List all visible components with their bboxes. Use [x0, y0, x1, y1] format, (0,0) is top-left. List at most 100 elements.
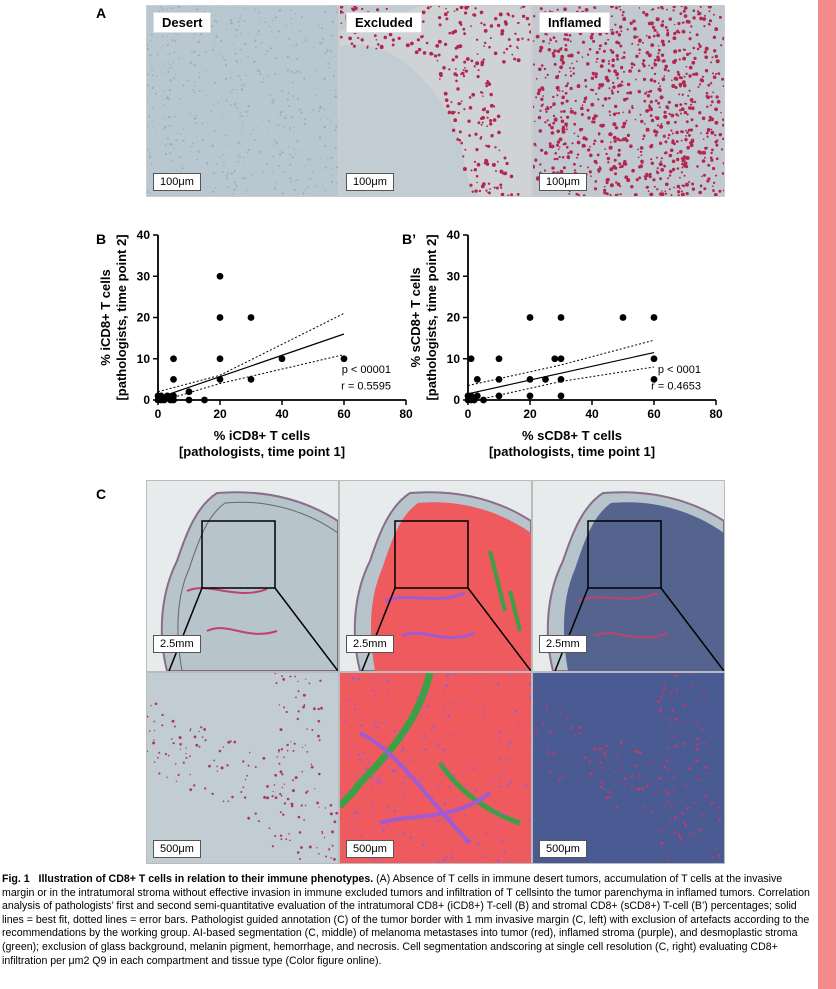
- micro-label-inflamed: Inflamed: [539, 12, 611, 33]
- chart-b-axes: [153, 234, 407, 405]
- chart-b-prime-point-4: [467, 355, 475, 363]
- chart-b-prime-ytick-3: 30: [447, 269, 461, 283]
- chart-b-point-19: [247, 314, 255, 321]
- caption-title: Illustration of CD8+ T cells in relation…: [38, 873, 374, 885]
- panel-letter-a: A: [96, 5, 107, 21]
- chart-b-point-17: [216, 272, 224, 280]
- chart-b-xlabel: % iCD8+ T cells: [214, 428, 310, 443]
- scale-bar-zoom-right: 500μm: [539, 840, 587, 858]
- chart-b-ci-lower: [157, 354, 345, 403]
- chart-b-xtick-1: 20: [213, 407, 227, 421]
- chart-b-xlabel2: [pathologists, time point 1]: [179, 444, 345, 459]
- chart-b-point-9: [170, 375, 177, 383]
- chart-b-prime-xlabel2: [pathologists, time point 1]: [489, 444, 655, 459]
- chart-b-prime-stat-p: p < 0001: [658, 364, 701, 376]
- chart-b-ylabel2: [pathologists, time point 2]: [114, 234, 129, 400]
- caption-body: (A) Absence of T cells in immune desert …: [2, 873, 810, 967]
- chart-b-point-16: [216, 314, 224, 321]
- zoom-middle: 500μm: [339, 672, 532, 864]
- scale-bar-desert: 100μm: [153, 173, 201, 191]
- desert-tissue-image: [147, 6, 338, 196]
- chart-b-prime-point-19: [557, 355, 565, 363]
- page-edge-bar: [818, 0, 836, 989]
- overview-middle: 2.5mm: [339, 480, 532, 672]
- overview-right: 2.5mm: [532, 480, 725, 672]
- chart-b-point-15: [216, 355, 224, 363]
- chart-b-ci-upper: [157, 312, 345, 393]
- chart-b-prime-point-12: [526, 392, 534, 400]
- chart-b-prime-point-23: [650, 355, 658, 363]
- panel-letter-b-prime: B’: [402, 231, 416, 247]
- chart-b-xtick-3: 60: [337, 407, 351, 421]
- chart-b-prime-point-17: [557, 392, 565, 400]
- chart-b-prime-stat-r: r = 0.4653: [651, 381, 701, 393]
- chart-b-prime-xtick-2: 40: [585, 407, 599, 421]
- chart-b-prime-ytick-1: 10: [447, 352, 461, 366]
- zoom-right: 500μm: [532, 672, 725, 864]
- panel-letter-b: B: [96, 231, 107, 247]
- chart-b-stat-r: r = 0.5595: [341, 381, 391, 393]
- micro-desert: Desert 100μm: [146, 5, 339, 197]
- scale-bar-zoom-left: 500μm: [153, 840, 201, 858]
- chart-b-prime-point-16: [551, 355, 559, 363]
- chart-b-point-13: [201, 396, 208, 404]
- chart-b-point-12: [185, 388, 193, 396]
- chart-b-ytick-3: 30: [137, 269, 151, 283]
- chart-b-prime-point-9: [495, 392, 503, 400]
- chart-b-ytick-4: 40: [137, 228, 151, 242]
- caption-fig-label: Fig. 1: [2, 873, 30, 885]
- chart-b-point-18: [247, 375, 255, 383]
- chart-b-xtick-4: 80: [399, 407, 413, 421]
- chart-b-prime-ylabel: % sCD8+ T cells: [408, 267, 423, 367]
- chart-b-prime-xtick-0: 0: [465, 407, 472, 421]
- inflamed-tissue-image: [533, 6, 724, 196]
- panel-letter-c: C: [96, 486, 107, 502]
- chart-b-prime-fit-line: [467, 351, 655, 395]
- chart-b-prime-point-10: [495, 375, 503, 383]
- chart-b-point-20: [278, 355, 286, 363]
- zoom-middle-image: [340, 673, 531, 863]
- chart-b-prime-ytick-2: 20: [447, 311, 461, 325]
- micro-inflamed: Inflamed 100μm: [532, 5, 725, 197]
- chart-b-prime-point-6: [473, 392, 481, 400]
- scale-bar-zoom-middle: 500μm: [346, 840, 394, 858]
- chart-b-prime-point-7: [473, 375, 481, 383]
- scale-bar-overview-right: 2.5mm: [539, 635, 587, 653]
- chart-b-prime-ylabel2: [pathologists, time point 2]: [424, 234, 439, 400]
- overview-left: 2.5mm: [146, 480, 339, 672]
- chart-b-prime-point-22: [650, 375, 658, 383]
- chart-b-prime-xtick-4: 80: [709, 407, 723, 421]
- chart-b-prime-point-13: [526, 375, 534, 383]
- chart-b-point-10: [170, 355, 177, 363]
- chart-b-prime-point-24: [650, 314, 658, 321]
- overview-right-image: [533, 481, 724, 671]
- chart-b-xtick-2: 40: [275, 407, 289, 421]
- chart-b-prime-point-21: [619, 314, 627, 321]
- scale-bar-inflamed: 100μm: [539, 173, 587, 191]
- chart-b-prime-point-11: [495, 355, 503, 363]
- chart-b-prime-point-8: [480, 396, 487, 404]
- scale-bar-overview-middle: 2.5mm: [346, 635, 394, 653]
- chart-b-prime-ytick-4: 40: [447, 228, 461, 242]
- chart-b-prime-point-20: [557, 314, 565, 321]
- scale-bar-excluded: 100μm: [346, 173, 394, 191]
- chart-b-ytick-0: 0: [143, 393, 150, 407]
- chart-b-point-14: [216, 375, 224, 383]
- chart-b-prime-xtick-1: 20: [523, 407, 537, 421]
- scale-bar-overview-left: 2.5mm: [153, 635, 201, 653]
- overview-middle-image: [340, 481, 531, 671]
- figure-caption: Fig. 1 Illustration of CD8+ T cells in r…: [2, 873, 814, 968]
- micro-label-excluded: Excluded: [346, 12, 422, 33]
- chart-b-point-8: [170, 396, 177, 404]
- zoom-right-image: [533, 673, 724, 863]
- micro-label-desert: Desert: [153, 12, 212, 33]
- chart-b-prime-xtick-3: 60: [647, 407, 661, 421]
- chart-b-prime-ytick-0: 0: [453, 393, 460, 407]
- zoom-left-image: [147, 673, 338, 863]
- chart-b-xtick-0: 0: [155, 407, 162, 421]
- chart-b-prime-point-18: [557, 375, 565, 383]
- zoom-left: 500μm: [146, 672, 339, 864]
- chart-b-stat-p: p < 00001: [342, 364, 391, 376]
